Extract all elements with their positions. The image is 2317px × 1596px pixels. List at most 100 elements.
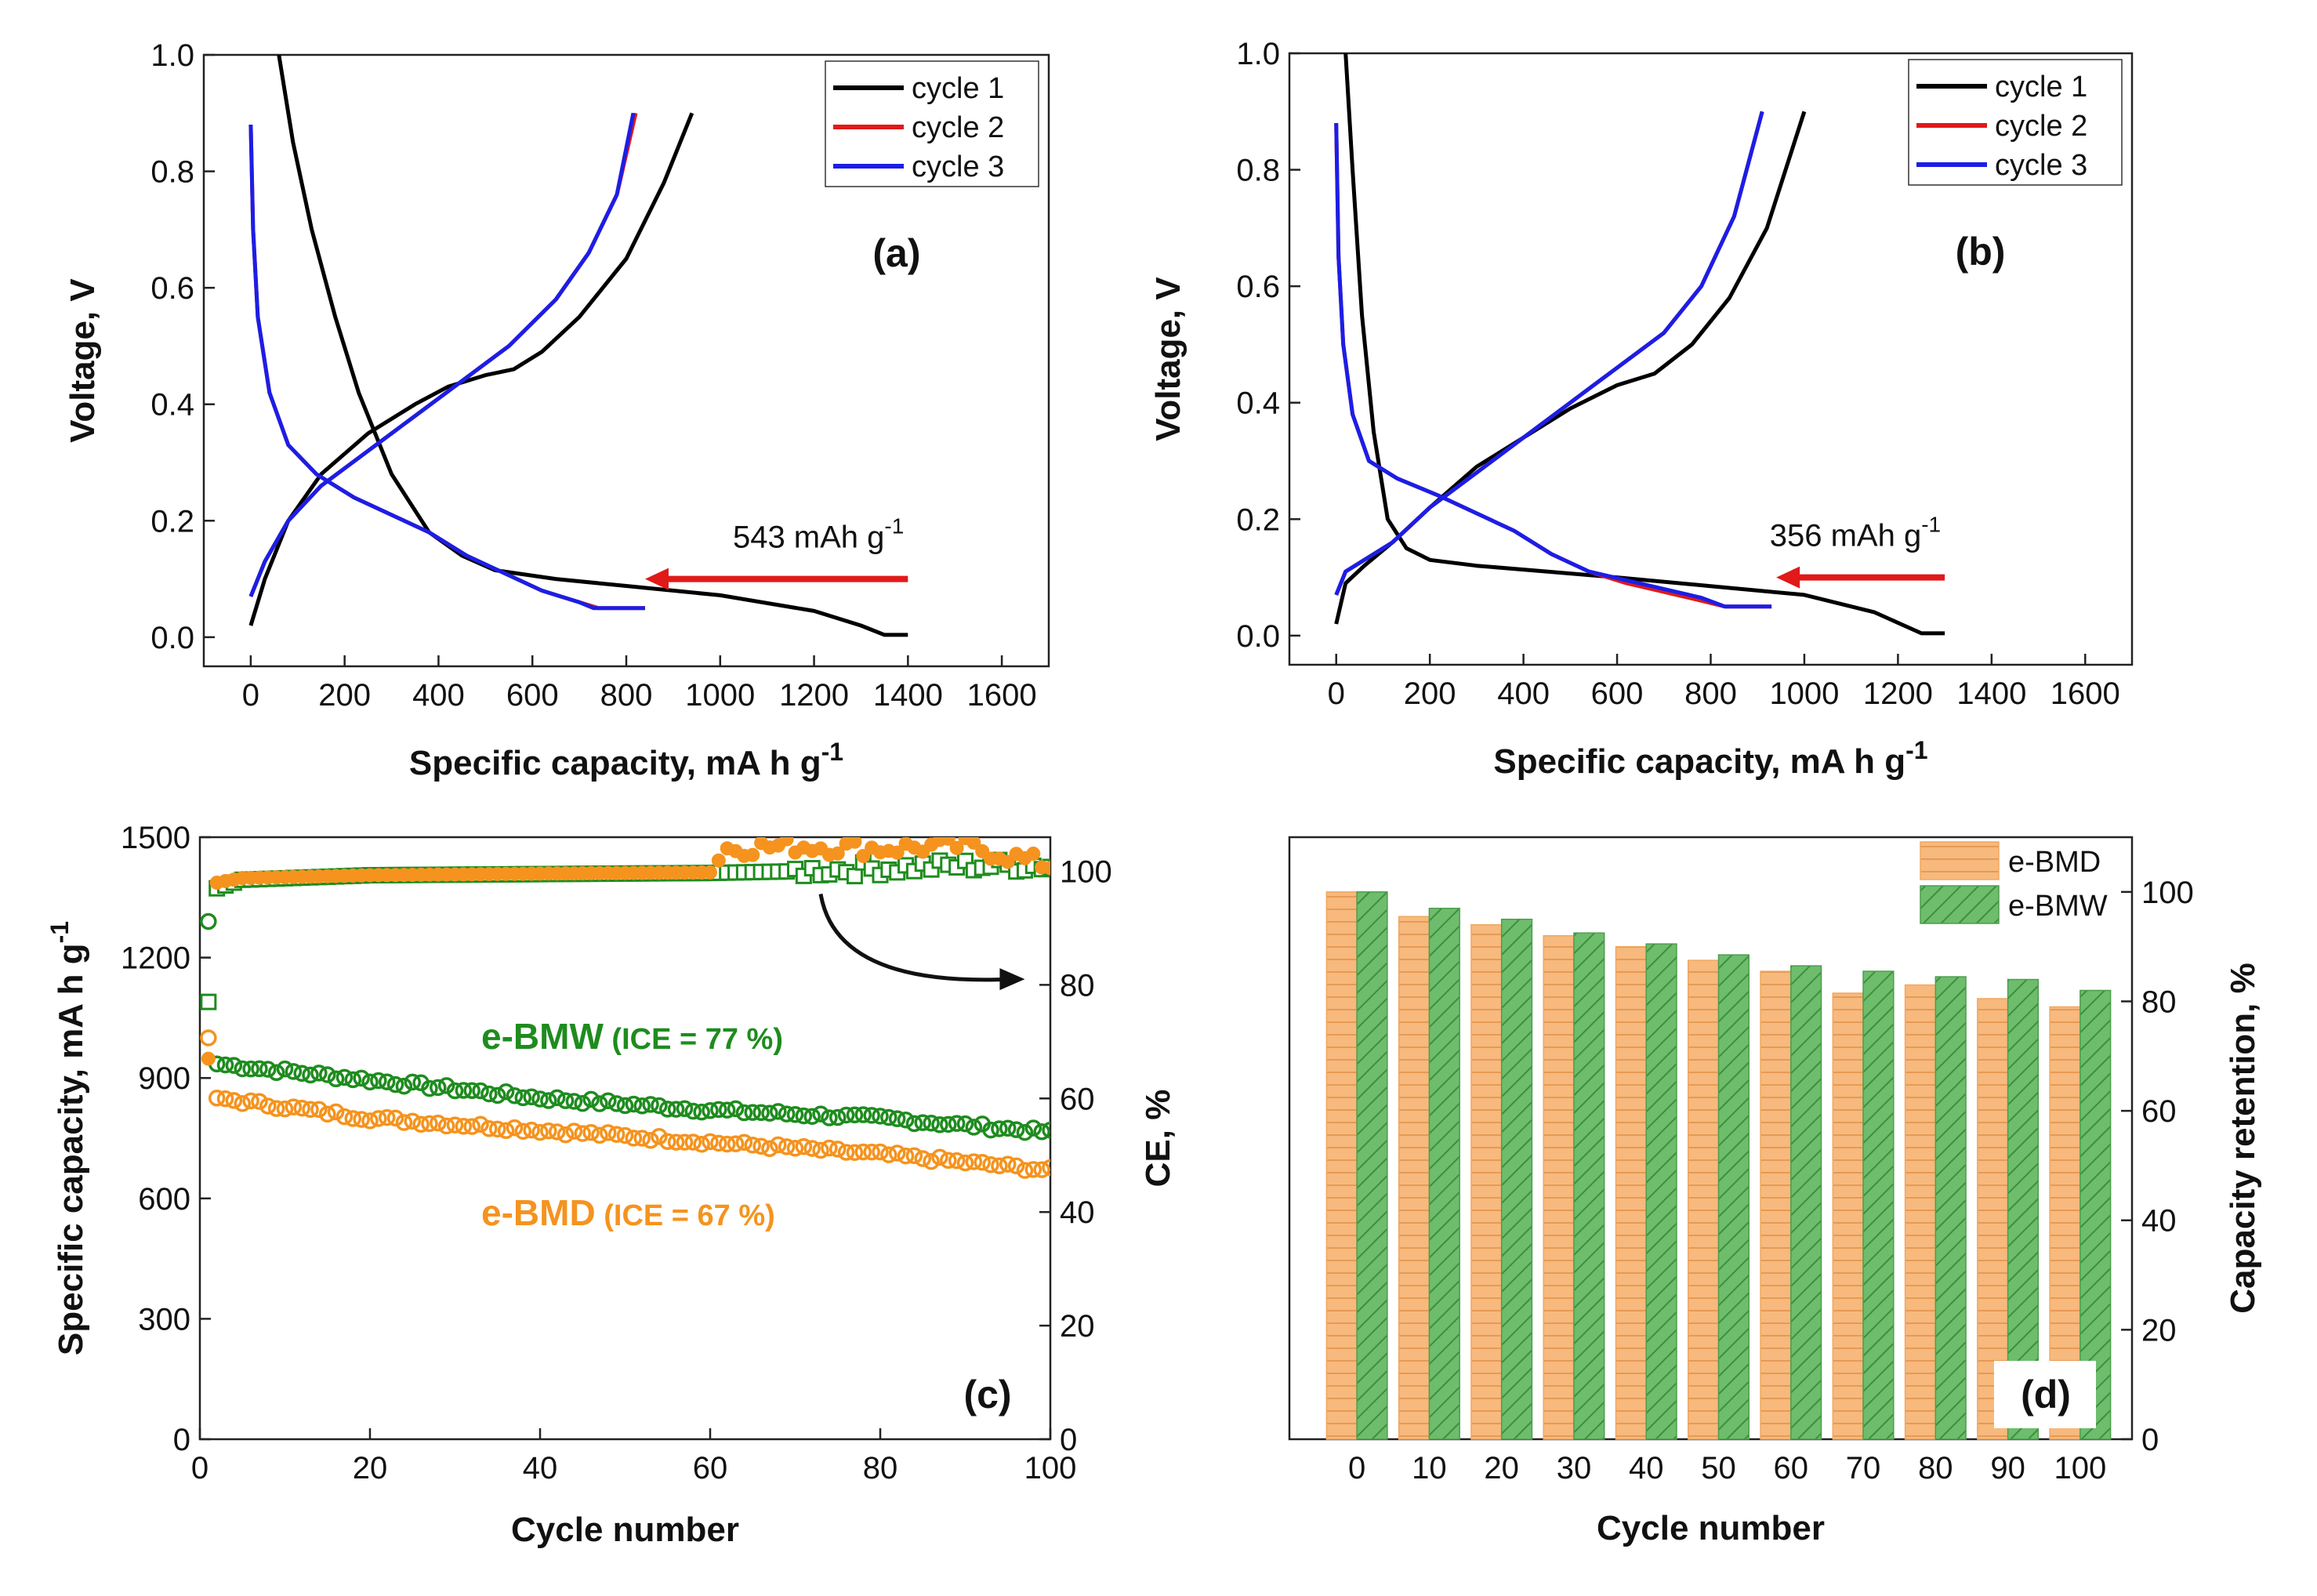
- bar-e-BMW: [1645, 943, 1677, 1440]
- x-tick-label: 20: [1484, 1451, 1519, 1485]
- y2-tick-label: 0: [2141, 1423, 2159, 1457]
- capacity-point-e-BMD: [914, 1150, 931, 1167]
- x-tick-label: 100: [2054, 1451, 2106, 1485]
- capacity-point-e-BMD: [353, 1111, 370, 1128]
- capacity-point-e-BMD: [778, 1138, 796, 1155]
- capacity-point-e-BMD: [761, 1140, 778, 1157]
- series-line-cycle-1-charge: [1334, 111, 1807, 625]
- series-line-cycle-3-charge: [1334, 111, 1764, 596]
- capacity-point-e-BMD: [216, 1090, 234, 1108]
- panel-label-bg: [1994, 1361, 2096, 1428]
- capacity-point-e-BMD: [829, 1141, 847, 1158]
- capacity-point-e-BMW: [914, 1114, 931, 1131]
- capacity-point-e-BMW: [659, 1101, 676, 1118]
- capacity-point-e-BMW: [642, 1096, 659, 1113]
- capacity-point-e-BMW: [327, 1070, 345, 1087]
- capacity-point-e-BMD: [940, 1152, 957, 1170]
- capacity-point-e-BMW: [837, 1106, 855, 1124]
- y-tick-label: 0.4: [1236, 386, 1280, 421]
- capacity-point-e-BMD: [880, 1146, 897, 1163]
- capacity-point-e-BMD: [702, 1133, 719, 1151]
- bar-e-BMD: [1325, 891, 1358, 1440]
- capacity-point-e-BMD: [259, 1097, 277, 1115]
- capacity-point-e-BMW: [514, 1089, 532, 1107]
- capacity-point-e-BMD: [752, 1137, 770, 1155]
- ce-point-e-BMD: [779, 837, 794, 847]
- capacity-point-e-BMD: [770, 1136, 787, 1154]
- capacity-point-e-BMW: [395, 1077, 413, 1095]
- capacity-point-e-BMD: [607, 1126, 625, 1143]
- capacity-point-e-BMW: [404, 1073, 421, 1091]
- x-tick-label: 10: [1412, 1451, 1447, 1485]
- capacity-point-e-BMD: [795, 1137, 813, 1155]
- capacity-point-e-BMD: [744, 1137, 761, 1154]
- y-axis-label: Voltage, V: [63, 278, 102, 443]
- y-tick-label: 1.0: [150, 38, 194, 73]
- capacity-point-e-BMW: [702, 1102, 719, 1119]
- capacity-point-e-BMD: [310, 1101, 328, 1118]
- bar-e-BMW: [1428, 908, 1460, 1440]
- capacity-point-e-BMD: [693, 1135, 710, 1153]
- y-tick-label: 0.4: [150, 388, 194, 423]
- capacity-point-e-BMW: [480, 1085, 498, 1103]
- series-label-ice: (ICE = 77 %): [604, 1023, 783, 1056]
- ce-point-e-BMD: [856, 849, 871, 864]
- capacity-point-e-BMW: [234, 1060, 251, 1078]
- annotation-label-main: 356 mAh g: [1770, 519, 1921, 553]
- capacity-point-e-BMD: [846, 1144, 864, 1161]
- y-tick-label: 0.8: [150, 155, 194, 190]
- legend-swatch: [1920, 841, 2000, 880]
- capacity-point-e-BMW: [676, 1100, 694, 1117]
- series-label-e-BMD: e-BMD (ICE = 67 %): [481, 1192, 775, 1233]
- capacity-point-e-BMD: [633, 1130, 651, 1147]
- y2-tick-label: 100: [1060, 854, 1112, 889]
- capacity-point-e-BMD: [710, 1134, 727, 1152]
- capacity-point-e-BMD: [200, 1029, 217, 1046]
- capacity-point-e-BMW: [353, 1069, 370, 1087]
- ce-point-e-BMD: [966, 837, 981, 850]
- capacity-point-e-BMW: [600, 1092, 617, 1109]
- capacity-point-e-BMW: [421, 1079, 438, 1097]
- y-axis-label: Voltage, V: [1149, 277, 1188, 441]
- capacity-point-e-BMD: [667, 1134, 685, 1151]
- ce-point-e-BMD: [830, 846, 845, 861]
- capacity-point-e-BMD: [837, 1144, 855, 1161]
- x-tick-label: 60: [1774, 1451, 1809, 1485]
- x-tick-label: 30: [1557, 1451, 1592, 1485]
- capacity-point-e-BMD: [404, 1112, 421, 1130]
- capacity-point-e-BMW: [744, 1104, 761, 1121]
- x-tick-label: 40: [523, 1451, 558, 1485]
- x-axis-label-main: Specific capacity, mA h g: [409, 744, 821, 782]
- x-tick-label: 60: [693, 1451, 728, 1485]
- capacity-point-e-BMD: [557, 1126, 575, 1144]
- capacity-point-e-BMW: [531, 1090, 549, 1108]
- panel-label: (a): [872, 231, 920, 275]
- ce-point-e-BMD: [847, 837, 862, 849]
- x-tick-label: 1200: [1863, 676, 1933, 711]
- y-tick-label: 1200: [121, 941, 190, 976]
- capacity-point-e-BMD: [225, 1092, 243, 1109]
- capacity-point-e-BMD: [378, 1108, 396, 1126]
- capacity-point-e-BMW: [293, 1065, 310, 1083]
- legend-label: cycle 1: [912, 72, 1004, 105]
- ce-point-e-BMW: [200, 993, 217, 1010]
- x-tick-label: 200: [318, 678, 371, 713]
- capacity-point-e-BMW: [523, 1088, 540, 1106]
- capacity-point-e-BMW: [693, 1103, 710, 1121]
- capacity-point-e-BMD: [437, 1117, 455, 1135]
- bar-e-BMD: [1687, 959, 1720, 1440]
- capacity-point-e-BMD: [1016, 1162, 1034, 1179]
- y-axis-label-sup: -1: [45, 921, 74, 943]
- x-tick-label: 1600: [2050, 676, 2120, 711]
- capacity-point-e-BMD: [625, 1130, 643, 1147]
- capacity-point-e-BMD: [234, 1095, 251, 1112]
- x-tick-label: 40: [1629, 1451, 1664, 1485]
- y2-tick-label: 60: [2141, 1094, 2177, 1129]
- capacity-point-e-BMD: [854, 1143, 872, 1161]
- capacity-point-e-BMD: [540, 1122, 557, 1140]
- capacity-point-e-BMD: [344, 1110, 362, 1127]
- x-tick-label: 0: [1348, 1451, 1365, 1485]
- bar-e-BMD: [1615, 945, 1647, 1440]
- x-axis-label-sup: -1: [1905, 736, 1927, 764]
- x-tick-label: 0: [1328, 676, 1345, 711]
